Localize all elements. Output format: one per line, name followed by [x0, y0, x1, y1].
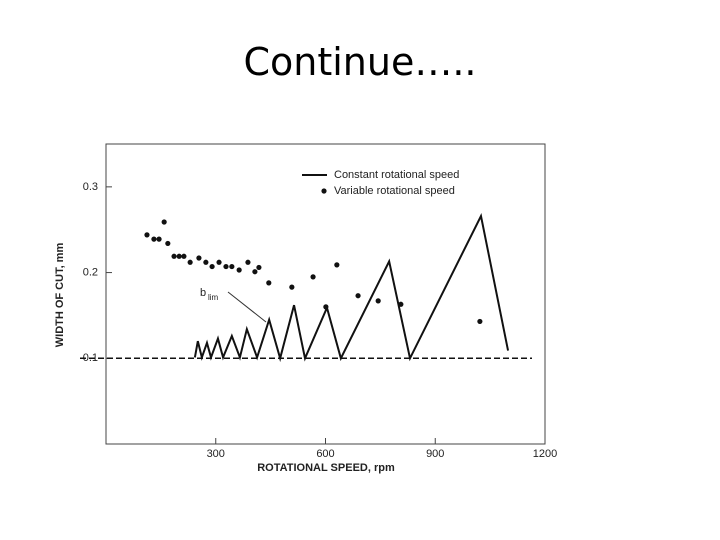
- scatter-point: [176, 253, 182, 259]
- scatter-point: [151, 236, 157, 242]
- scatter-point: [236, 267, 242, 273]
- annotation-pointer: [227, 291, 267, 323]
- y-axis-title: WIDTH OF CUT, mm: [54, 243, 66, 348]
- scatter-point: [334, 262, 340, 268]
- slide-title: Continue…..: [243, 40, 477, 84]
- x-tick-label: 300: [207, 448, 225, 460]
- x-tick-label: 900: [426, 448, 444, 460]
- scatter-point: [310, 274, 316, 280]
- scatter-point: [289, 284, 295, 290]
- scatter-point: [252, 269, 258, 275]
- scatter-point: [216, 259, 222, 265]
- scatter-point: [165, 240, 171, 247]
- scatter-point: [196, 255, 202, 261]
- scatter-point: [229, 263, 235, 270]
- scatter-point: [375, 298, 381, 304]
- scatter-point: [266, 280, 272, 286]
- scatter-point: [256, 264, 262, 271]
- legend-swatch: [321, 188, 327, 194]
- scatter-point: [171, 253, 177, 259]
- scatter-point: [245, 259, 251, 265]
- scatter-point: [156, 236, 162, 242]
- scatter-point: [398, 301, 404, 307]
- line-series: [193, 212, 510, 363]
- scatter-point: [209, 263, 215, 270]
- legend-label: Variable rotational speed: [334, 185, 455, 197]
- x-tick-label: 600: [316, 448, 334, 460]
- scatter-point: [323, 304, 329, 310]
- scatter-point: [187, 259, 193, 265]
- scatter-point: [477, 318, 483, 325]
- scatter-point: [223, 263, 229, 270]
- annotation-sub: lim: [208, 293, 219, 302]
- scatter-point: [203, 259, 209, 265]
- legend-label: Constant rotational speed: [334, 169, 459, 181]
- annotation: b: [200, 287, 206, 299]
- x-axis-title: ROTATIONAL SPEED, rpm: [257, 462, 395, 474]
- scatter-point: [355, 293, 361, 299]
- y-tick-label: 0.2: [83, 266, 98, 278]
- x-tick-label: 1200: [533, 448, 557, 460]
- scatter-point: [144, 232, 150, 238]
- y-tick-label: 0.3: [83, 181, 98, 193]
- scatter-point: [181, 253, 187, 259]
- scatter-point: [161, 219, 167, 225]
